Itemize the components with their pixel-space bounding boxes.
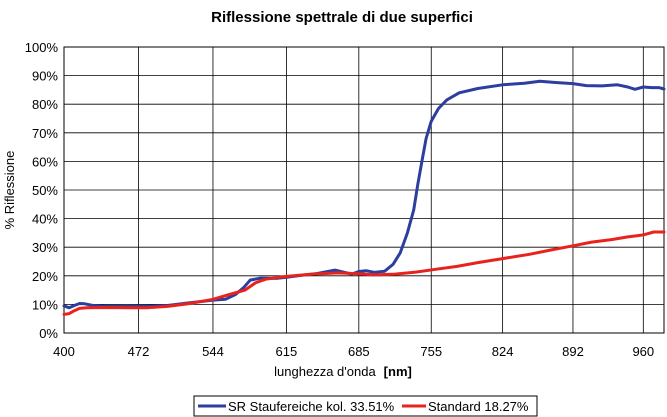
x-axis-label-text: lunghezza d'onda: [274, 364, 376, 379]
grid-lines: [63, 46, 664, 334]
x-tick-label: 960: [632, 344, 654, 359]
y-tick-label: 80%: [32, 97, 58, 112]
y-tick-label: 20%: [32, 269, 58, 284]
y-tick-label: 100%: [25, 40, 59, 55]
plot-frame: [63, 46, 665, 334]
y-tick-label: 70%: [32, 126, 58, 141]
x-tick-label: 544: [202, 344, 224, 359]
x-tick-labels: 400 472 544 615 685 755 824 892 960: [53, 344, 654, 359]
y-tick-label: 60%: [32, 154, 58, 169]
y-tick-labels: 0% 10% 20% 30% 40% 50% 60% 70% 80% 90% 100%: [25, 40, 59, 341]
x-axis-label: lunghezza d'onda [nm]: [274, 364, 412, 379]
y-tick-label: 40%: [32, 212, 58, 227]
legend: SR Staufereiche kol. 33.51% Standard 18.…: [193, 395, 538, 417]
x-axis-unit: [nm]: [384, 364, 412, 379]
x-tick-label: 615: [276, 344, 298, 359]
series-line-standard: [62, 230, 666, 316]
x-tick-label: 892: [562, 344, 584, 359]
y-tick-label: 50%: [32, 183, 58, 198]
legend-box: [193, 395, 538, 417]
y-tick-label: 90%: [32, 69, 58, 84]
x-tick-label: 472: [128, 344, 150, 359]
y-tick-label: 30%: [32, 240, 58, 255]
legend-label-standard: Standard 18.27%: [428, 399, 529, 414]
series-lines: [62, 79, 666, 316]
chart-title: Riflessione spettrale di due superfici: [211, 9, 473, 26]
legend-label-sr: SR Staufereiche kol. 33.51%: [228, 399, 395, 414]
y-tick-label: 0%: [39, 326, 58, 341]
y-axis-label: % Riflessione: [2, 151, 17, 230]
y-tick-label: 10%: [32, 297, 58, 312]
x-tick-label: 685: [348, 344, 370, 359]
x-tick-label: 824: [492, 344, 514, 359]
x-tick-label: 400: [53, 344, 75, 359]
x-tick-label: 755: [420, 344, 442, 359]
